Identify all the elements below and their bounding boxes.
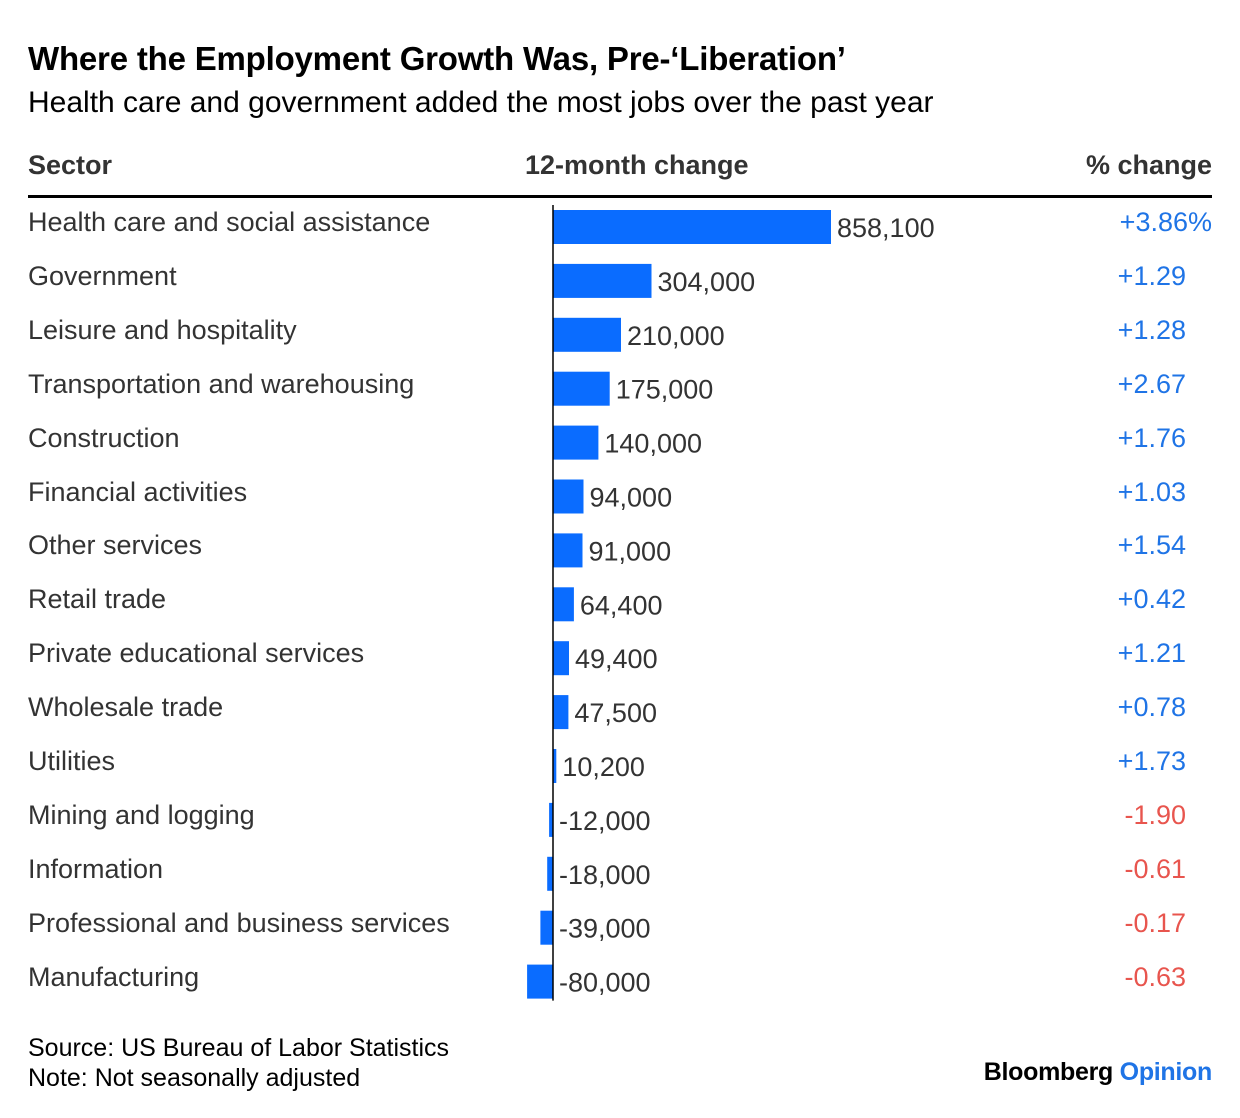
- bar-construction: [553, 425, 599, 460]
- sector-label-health-care-and-social-assistance: Health care and social assistance: [28, 207, 431, 237]
- sector-label-manufacturing: Manufacturing: [28, 961, 200, 992]
- bar-chart: 858,100 304,000 210,000 175,000 140,000 94,00…: [527, 205, 935, 1001]
- pct-change-financial-activities: +1.03: [1117, 476, 1186, 507]
- value-label-health-care-and-social-assistance: 858,100: [837, 213, 935, 243]
- chart-subtitle: Health care and government added the mos…: [28, 86, 934, 119]
- sector-label-private-educational-services: Private educational services: [28, 638, 365, 669]
- sector-label-financial-activities: Financial activities: [28, 476, 248, 507]
- pct-change-leisure-and-hospitality: +1.28: [1117, 314, 1186, 345]
- value-label-utilities: 10,200: [562, 752, 645, 782]
- brand-logo: Bloomberg Opinion: [983, 1058, 1213, 1087]
- bar-retail-trade: [553, 587, 574, 622]
- bar-transportation-and-warehousing: [553, 371, 610, 406]
- bar-health-care-and-social-assistance: [553, 210, 831, 244]
- header-rule: [28, 195, 1212, 198]
- pct-change-manufacturing: -0.63: [1124, 961, 1186, 992]
- bar-information: [547, 856, 553, 891]
- chart-title: Where the Employment Growth Was, Pre-‘Li…: [28, 40, 846, 77]
- value-label-mining-and-logging: -12,000: [559, 806, 651, 836]
- bar-leisure-and-hospitality: [553, 317, 621, 352]
- brand-name: Bloomberg: [983, 1058, 1114, 1086]
- bar-financial-activities: [553, 479, 584, 514]
- value-label-professional-and-business-services: -39,000: [559, 914, 651, 944]
- value-label-wholesale-trade: 47,500: [574, 698, 657, 728]
- pct-change-utilities: +1.73: [1117, 746, 1186, 776]
- sector-column-header: Sector: [28, 150, 113, 180]
- value-label-private-educational-services: 49,400: [575, 644, 658, 674]
- pct-change-transportation-and-warehousing: +2.67: [1117, 368, 1186, 399]
- value-label-financial-activities: 94,000: [590, 483, 673, 513]
- source-note: Source: US Bureau of Labor Statistics: [28, 1034, 450, 1062]
- sector-label-utilities: Utilities: [28, 746, 116, 776]
- value-label-government: 304,000: [658, 267, 756, 297]
- pct-change-construction: +1.76: [1117, 422, 1186, 453]
- sector-label-transportation-and-warehousing: Transportation and warehousing: [28, 368, 415, 399]
- bar-other-services: [553, 533, 583, 568]
- footnote: Note: Not seasonally adjusted: [28, 1064, 361, 1092]
- value-label-other-services: 91,000: [589, 536, 672, 566]
- value-label-leisure-and-hospitality: 210,000: [627, 321, 725, 351]
- pct-change-other-services: +1.54: [1117, 530, 1186, 561]
- bar-utilities: [553, 749, 557, 783]
- pct-column-header: % change: [1085, 150, 1212, 180]
- bar-professional-and-business-services: [540, 910, 553, 945]
- pct-change-retail-trade: +0.42: [1117, 584, 1186, 615]
- value-label-construction: 140,000: [604, 429, 702, 459]
- pct-change-health-care-and-social-assistance: +3.86%: [1119, 207, 1212, 237]
- sector-label-information: Information: [28, 853, 164, 884]
- pct-change-professional-and-business-services: -0.17: [1124, 907, 1186, 938]
- bar-government: [553, 263, 652, 298]
- sector-label-construction: Construction: [28, 422, 180, 453]
- bar-manufacturing: [527, 964, 553, 999]
- value-label-retail-trade: 64,400: [580, 590, 663, 620]
- bar-private-educational-services: [553, 641, 569, 676]
- sector-label-professional-and-business-services: Professional and business services: [28, 907, 450, 938]
- pct-change-government: +1.29: [1117, 260, 1186, 291]
- sector-label-wholesale-trade: Wholesale trade: [28, 692, 224, 723]
- pct-change-mining-and-logging: -1.90: [1124, 799, 1186, 830]
- sector-label-government: Government: [28, 260, 177, 291]
- value-label-manufacturing: -80,000: [559, 968, 651, 998]
- sector-label-mining-and-logging: Mining and logging: [28, 799, 255, 830]
- bar-wholesale-trade: [553, 695, 569, 730]
- change-column-header: 12-month change: [525, 150, 749, 180]
- pct-change-wholesale-trade: +0.78: [1117, 692, 1186, 723]
- value-label-information: -18,000: [559, 860, 651, 890]
- brand-accent: Opinion: [1119, 1058, 1213, 1086]
- sector-label-retail-trade: Retail trade: [28, 584, 167, 615]
- sector-label-other-services: Other services: [28, 530, 203, 561]
- bar-mining-and-logging: [549, 802, 553, 837]
- pct-change-information: -0.61: [1124, 853, 1186, 884]
- value-label-transportation-and-warehousing: 175,000: [616, 375, 714, 405]
- sector-label-leisure-and-hospitality: Leisure and hospitality: [28, 314, 297, 345]
- pct-change-private-educational-services: +1.21: [1117, 638, 1186, 669]
